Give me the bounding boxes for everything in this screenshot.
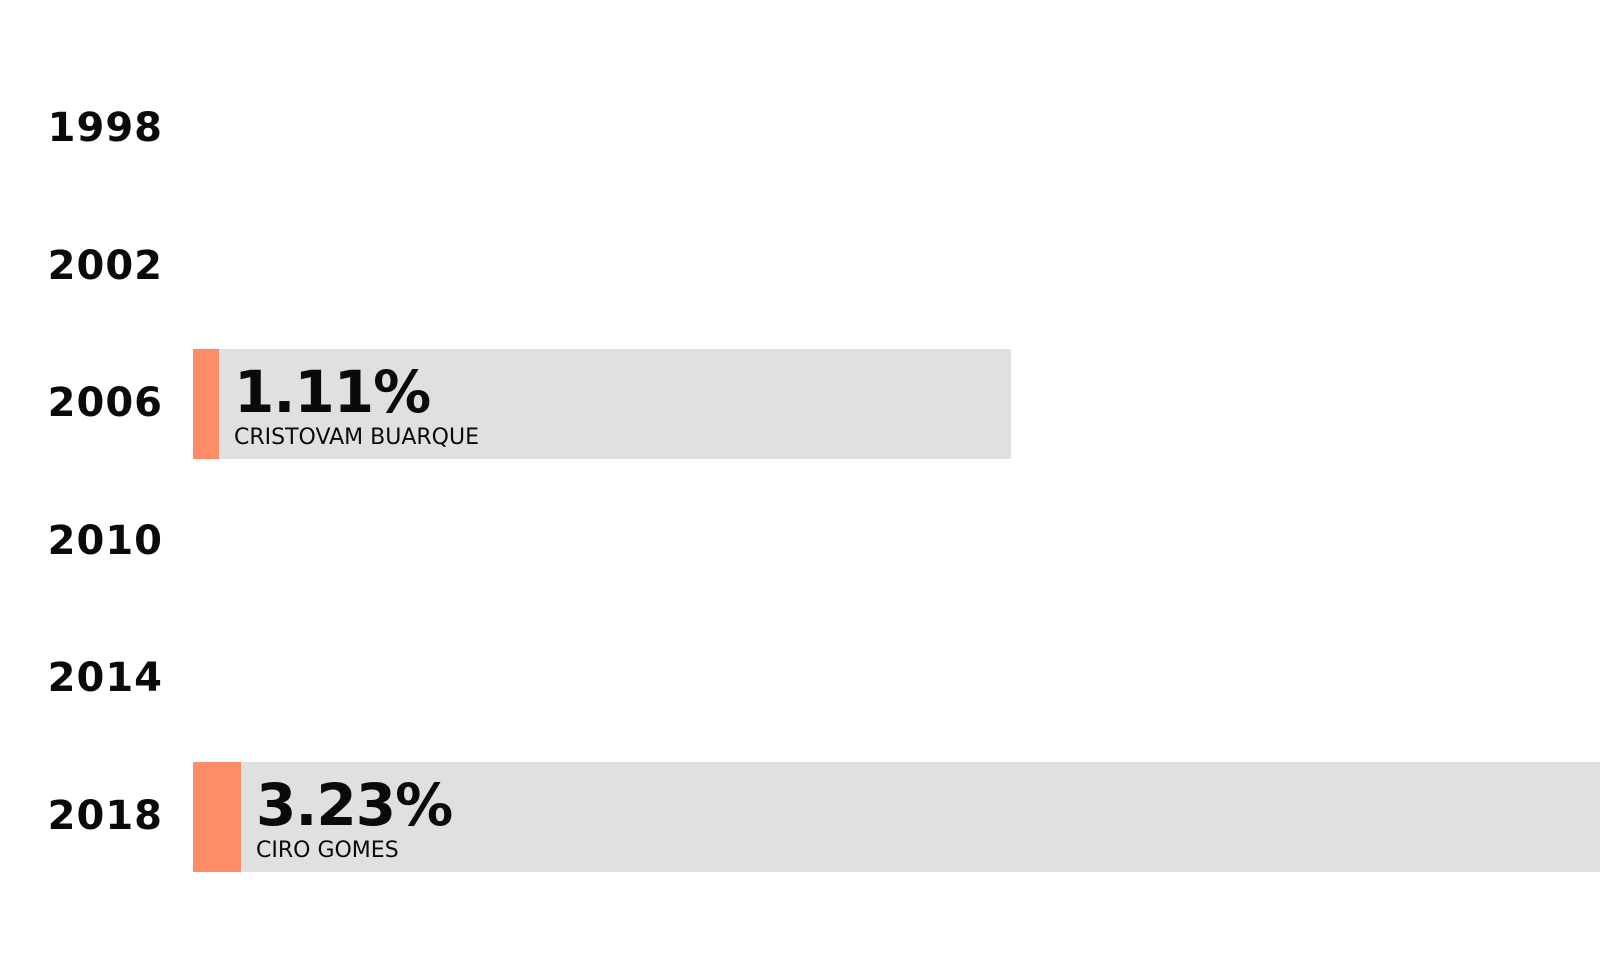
year-label-2014: 2014 (47, 655, 163, 701)
year-label-2018: 2018 (47, 792, 163, 839)
bar-2006 (193, 349, 219, 459)
value-label-2006: 1.11% (234, 358, 431, 426)
year-label-2006: 2006 (47, 380, 163, 426)
candidate-label-2018: CIRO GOMES (256, 837, 399, 863)
bar-background-2018 (193, 761, 1600, 872)
candidate-label-2006: CRISTOVAM BUARQUE (234, 425, 479, 450)
year-label-2010: 2010 (47, 517, 163, 564)
year-label-1998: 1998 (47, 105, 163, 151)
bar-2018 (193, 761, 241, 872)
value-label-2018: 3.23% (256, 770, 453, 839)
year-label-2002: 2002 (47, 242, 163, 289)
bar-background-2006 (193, 349, 1011, 459)
